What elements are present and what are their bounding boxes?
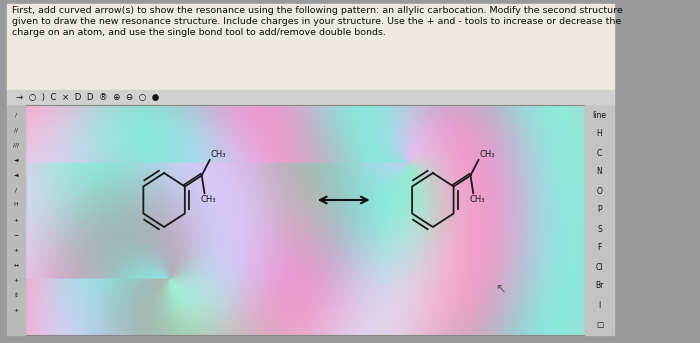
Text: ⇕: ⇕: [13, 293, 18, 297]
Bar: [585, 105, 614, 335]
Text: ↖: ↖: [495, 283, 505, 296]
Text: □: □: [596, 319, 603, 329]
Bar: [7, 105, 24, 335]
Text: CH₃: CH₃: [470, 195, 485, 204]
Text: +: +: [13, 308, 18, 312]
Text: CH₃: CH₃: [480, 150, 495, 159]
Text: ◄: ◄: [14, 173, 18, 177]
Text: First, add curved arrow(s) to show the resonance using the following pattern: an: First, add curved arrow(s) to show the r…: [13, 6, 623, 15]
Text: /: /: [15, 188, 17, 192]
Text: CH₃: CH₃: [211, 150, 226, 159]
Text: I: I: [598, 300, 601, 309]
Bar: [7, 90, 614, 105]
Text: ↔: ↔: [13, 262, 18, 268]
Text: −: −: [13, 233, 18, 237]
Text: N: N: [596, 167, 603, 177]
Text: Cl: Cl: [596, 262, 603, 272]
Text: ◄: ◄: [14, 157, 18, 163]
Text: /: /: [15, 113, 17, 118]
Text: H: H: [14, 202, 18, 208]
Text: C: C: [597, 149, 602, 157]
Text: line: line: [593, 110, 607, 119]
Bar: [7, 4, 614, 90]
Text: Br: Br: [596, 282, 604, 291]
Text: +: +: [13, 217, 18, 223]
Text: given to draw the new resonance structure. Include charges in your structure. Us: given to draw the new resonance structur…: [13, 17, 622, 26]
Text: //: //: [14, 128, 18, 132]
Text: CH₃: CH₃: [201, 195, 216, 204]
Text: S: S: [597, 225, 602, 234]
Text: →  ○  )  C  ×  D  D  ®  ⊕  ⊖  ○  ●: → ○ ) C × D D ® ⊕ ⊖ ○ ●: [16, 93, 159, 102]
Text: +: +: [13, 248, 18, 252]
Text: ///: ///: [13, 142, 19, 147]
Text: F: F: [597, 244, 602, 252]
Text: +: +: [13, 277, 18, 283]
Text: charge on an atom, and use the single bond tool to add/remove double bonds.: charge on an atom, and use the single bo…: [13, 28, 386, 37]
Text: O: O: [596, 187, 603, 196]
Text: P: P: [597, 205, 602, 214]
Bar: [25, 105, 585, 335]
Text: H: H: [596, 130, 603, 139]
